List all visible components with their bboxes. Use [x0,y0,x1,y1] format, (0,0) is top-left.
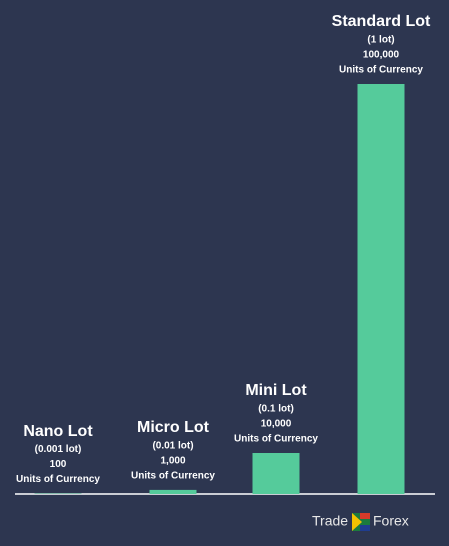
brand-text: Trade [312,513,348,529]
value-label: 100 [50,459,67,470]
brand-text: Forex [373,513,409,529]
flag-icon [360,513,370,519]
brand-logo: Trade Forex [312,513,409,531]
value-label: 10,000 [261,419,292,430]
unit-label: Units of Currency [131,471,215,482]
lot-size-label: (0.001 lot) [35,444,82,455]
category-label: Nano Lot [23,423,93,440]
value-label: 100,000 [363,50,400,61]
unit-label: Units of Currency [16,474,100,485]
flag-icon [352,513,362,531]
lot-size-label: (0.01 lot) [152,441,193,452]
value-label: 1,000 [160,456,185,467]
bar [149,489,197,494]
unit-label: Units of Currency [234,434,318,445]
flag-icon [360,525,370,531]
category-label: Micro Lot [137,419,210,436]
bar [357,84,405,494]
lot-size-label: (1 lot) [367,35,394,46]
category-label: Mini Lot [245,382,307,399]
category-label: Standard Lot [332,13,431,30]
lot-size-label: (0.1 lot) [258,404,294,415]
bar [252,453,300,494]
unit-label: Units of Currency [339,65,423,76]
